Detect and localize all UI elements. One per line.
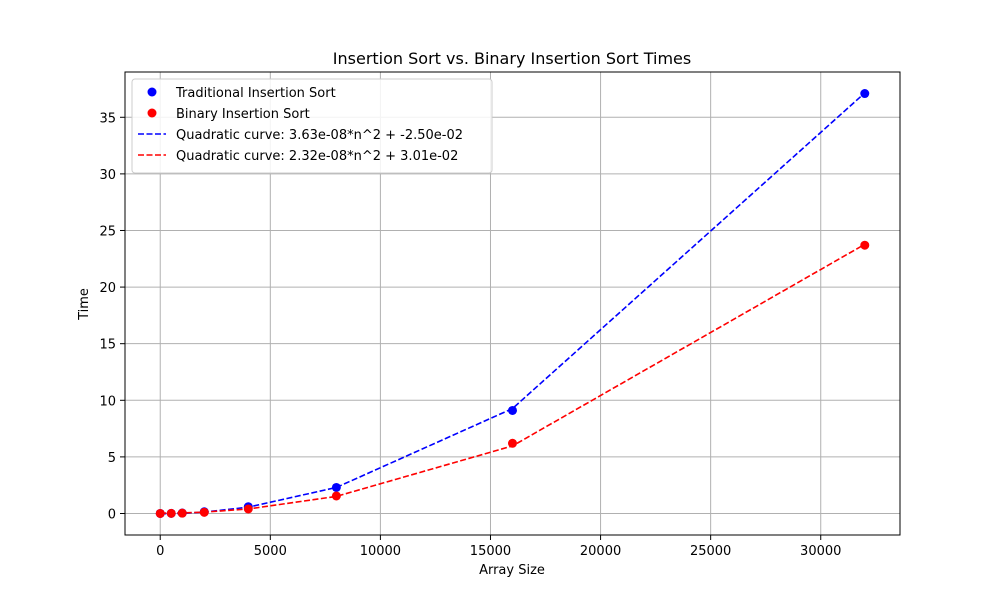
data-point-series-2	[860, 240, 870, 250]
legend: Traditional Insertion Sort Binary Inserti…	[131, 78, 493, 174]
y-tick-label: 10	[99, 394, 116, 409]
data-point-series-2	[331, 491, 341, 501]
y-tick-label: 35	[99, 111, 116, 126]
x-tick-label: 20000	[580, 544, 621, 559]
legend-label: Quadratic curve: 3.63e-08*n^2 + -2.50e-0…	[176, 128, 463, 143]
y-axis-label: Time	[77, 288, 92, 321]
y-tick-label: 0	[108, 507, 116, 522]
data-point-series-2	[155, 508, 165, 518]
data-point-series-1	[508, 405, 517, 415]
data-point-series-2	[199, 507, 209, 517]
data-point-series-2	[166, 508, 176, 518]
legend-label: Quadratic curve: 2.32e-08*n^2 + 3.01e-02	[176, 149, 458, 164]
data-point-series-2	[508, 438, 517, 448]
legend-marker	[147, 108, 157, 118]
x-tick-label: 5000	[254, 544, 287, 559]
x-axis-label: Array Size	[479, 563, 545, 578]
legend-box	[131, 78, 493, 174]
x-tick-label: 30000	[800, 544, 841, 559]
plot-frame	[124, 71, 901, 536]
data-point-series-1	[860, 89, 870, 99]
ticks: 0 5000 10000 15000 20000 25000 30000 0 5 10 15 20 25…	[99, 111, 841, 559]
series-layer	[155, 89, 870, 518]
y-tick-label: 25	[99, 224, 116, 239]
chart-title: Insertion Sort vs. Binary Insertion Sort…	[333, 49, 691, 68]
x-tick-label: 0	[156, 544, 164, 559]
legend-marker	[147, 87, 157, 97]
x-tick-label: 15000	[470, 544, 511, 559]
y-tick-label: 30	[99, 168, 116, 183]
y-tick-label: 15	[99, 338, 116, 353]
x-tick-label: 25000	[690, 544, 731, 559]
y-tick-label: 20	[99, 281, 116, 296]
legend-label: Binary Insertion Sort	[176, 107, 310, 122]
data-point-series-2	[243, 504, 253, 514]
data-point-series-1	[331, 482, 341, 492]
data-point-series-2	[177, 508, 187, 518]
y-tick-label: 5	[108, 451, 116, 466]
legend-label: Traditional Insertion Sort	[175, 86, 336, 101]
x-tick-label: 10000	[360, 544, 401, 559]
